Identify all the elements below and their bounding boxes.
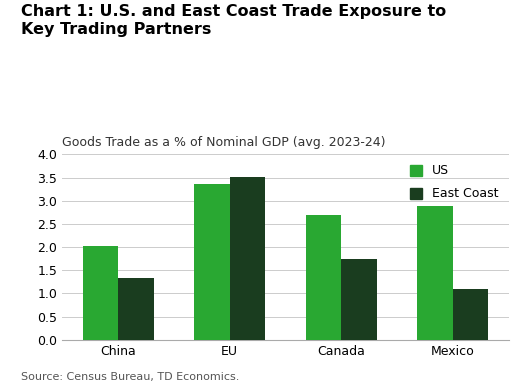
Bar (83, 246, 118, 340)
Bar (417, 206, 453, 340)
Bar (118, 278, 154, 340)
Bar (194, 184, 230, 340)
Text: Goods Trade as a % of Nominal GDP (avg. 2023-24): Goods Trade as a % of Nominal GDP (avg. … (62, 135, 386, 149)
Bar (230, 177, 265, 340)
Text: Chart 1: U.S. and East Coast Trade Exposure to
Key Trading Partners: Chart 1: U.S. and East Coast Trade Expos… (21, 4, 446, 37)
Bar (341, 259, 377, 340)
Bar (306, 215, 341, 340)
Legend: US, East Coast: US, East Coast (406, 161, 502, 204)
Text: Source: Census Bureau, TD Economics.: Source: Census Bureau, TD Economics. (21, 372, 239, 382)
Bar (453, 289, 488, 340)
